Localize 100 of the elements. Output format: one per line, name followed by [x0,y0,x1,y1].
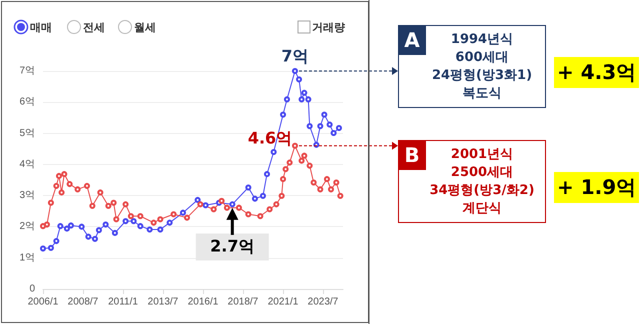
point [252,196,258,202]
point [236,204,242,211]
point [301,90,308,96]
point [282,166,289,172]
x-tick-label: 2006/1 [28,296,59,308]
x-tick-label: 2011/1 [108,296,138,308]
point [336,124,342,131]
point [92,236,98,242]
point [245,211,252,218]
point [298,158,305,164]
x-tick-label: 2021/1 [268,296,299,308]
y-tick-label: 6억 [19,96,35,108]
point [170,211,177,218]
point [306,162,313,169]
text: A [398,25,426,55]
point [197,201,204,208]
y-tick-label: 1억 [19,252,35,264]
point [224,204,230,211]
point [257,213,264,220]
point [321,112,328,118]
point [280,112,286,118]
point [56,172,62,179]
point [292,68,298,74]
point [280,176,286,182]
point [330,130,337,136]
point [166,220,173,226]
point [270,148,277,155]
point [296,76,302,82]
point [89,202,96,209]
point [66,181,73,188]
point [326,122,333,128]
x-tick-label: 2016/1 [188,296,219,308]
point [284,96,290,102]
point [84,182,90,189]
point [202,202,209,208]
point [48,200,54,206]
point [122,218,129,224]
point [102,222,109,228]
point [298,96,305,102]
point [157,216,164,222]
point [48,244,54,251]
point [194,196,201,203]
x-tick-label: 2023/7 [308,296,339,308]
point [122,201,129,208]
text: 전세 [83,20,105,35]
point [218,198,225,204]
y-tick-label: 0 [29,284,36,294]
x-tick-label: 2008/7 [68,296,99,308]
point [301,152,308,159]
point [317,123,324,130]
y-tick-label: 3억 [19,190,35,202]
point [97,189,104,196]
point [328,186,334,192]
point [310,179,317,186]
point [130,218,137,224]
point [260,192,266,199]
point [264,171,270,178]
point [324,176,330,182]
point [64,226,70,232]
point [210,206,217,212]
point [53,182,60,189]
point [105,202,112,209]
annotation: 7억 [280,46,310,66]
point [184,214,190,221]
point [245,184,252,190]
point [157,226,164,233]
point [128,213,134,220]
point [58,189,65,196]
point [78,224,85,230]
point [266,206,273,212]
point [305,96,312,102]
point [137,213,144,220]
point [110,200,117,206]
point [40,223,46,230]
text: 매매 [30,20,52,35]
point [333,179,340,186]
text: 2001년식 2500세대 34평형(방3/화2) 계단식 [430,147,534,216]
point [229,201,236,208]
y-tick-label: 4억 [19,158,35,170]
y-tick-label: 7억 [19,66,35,76]
point [68,222,74,228]
point [146,226,153,233]
text: 거래량 [312,20,345,35]
point [278,192,285,199]
text: + 1.9억 [554,172,640,203]
point [337,192,344,199]
y-tick-label: 5억 [19,128,35,139]
text: 1994년식 600세대 24평형(방3화1) 복도식 [432,32,532,101]
point [74,186,81,192]
x-tick-label: 2013/7 [148,296,179,308]
point [112,230,118,236]
text: + 4.3억 [554,57,640,88]
point [53,238,60,244]
x-tick-label: 2018/7 [228,296,259,308]
point [306,123,313,130]
point [40,246,46,252]
point [286,160,293,166]
point [57,223,64,230]
point [273,201,280,208]
text: 월세 [134,20,156,35]
